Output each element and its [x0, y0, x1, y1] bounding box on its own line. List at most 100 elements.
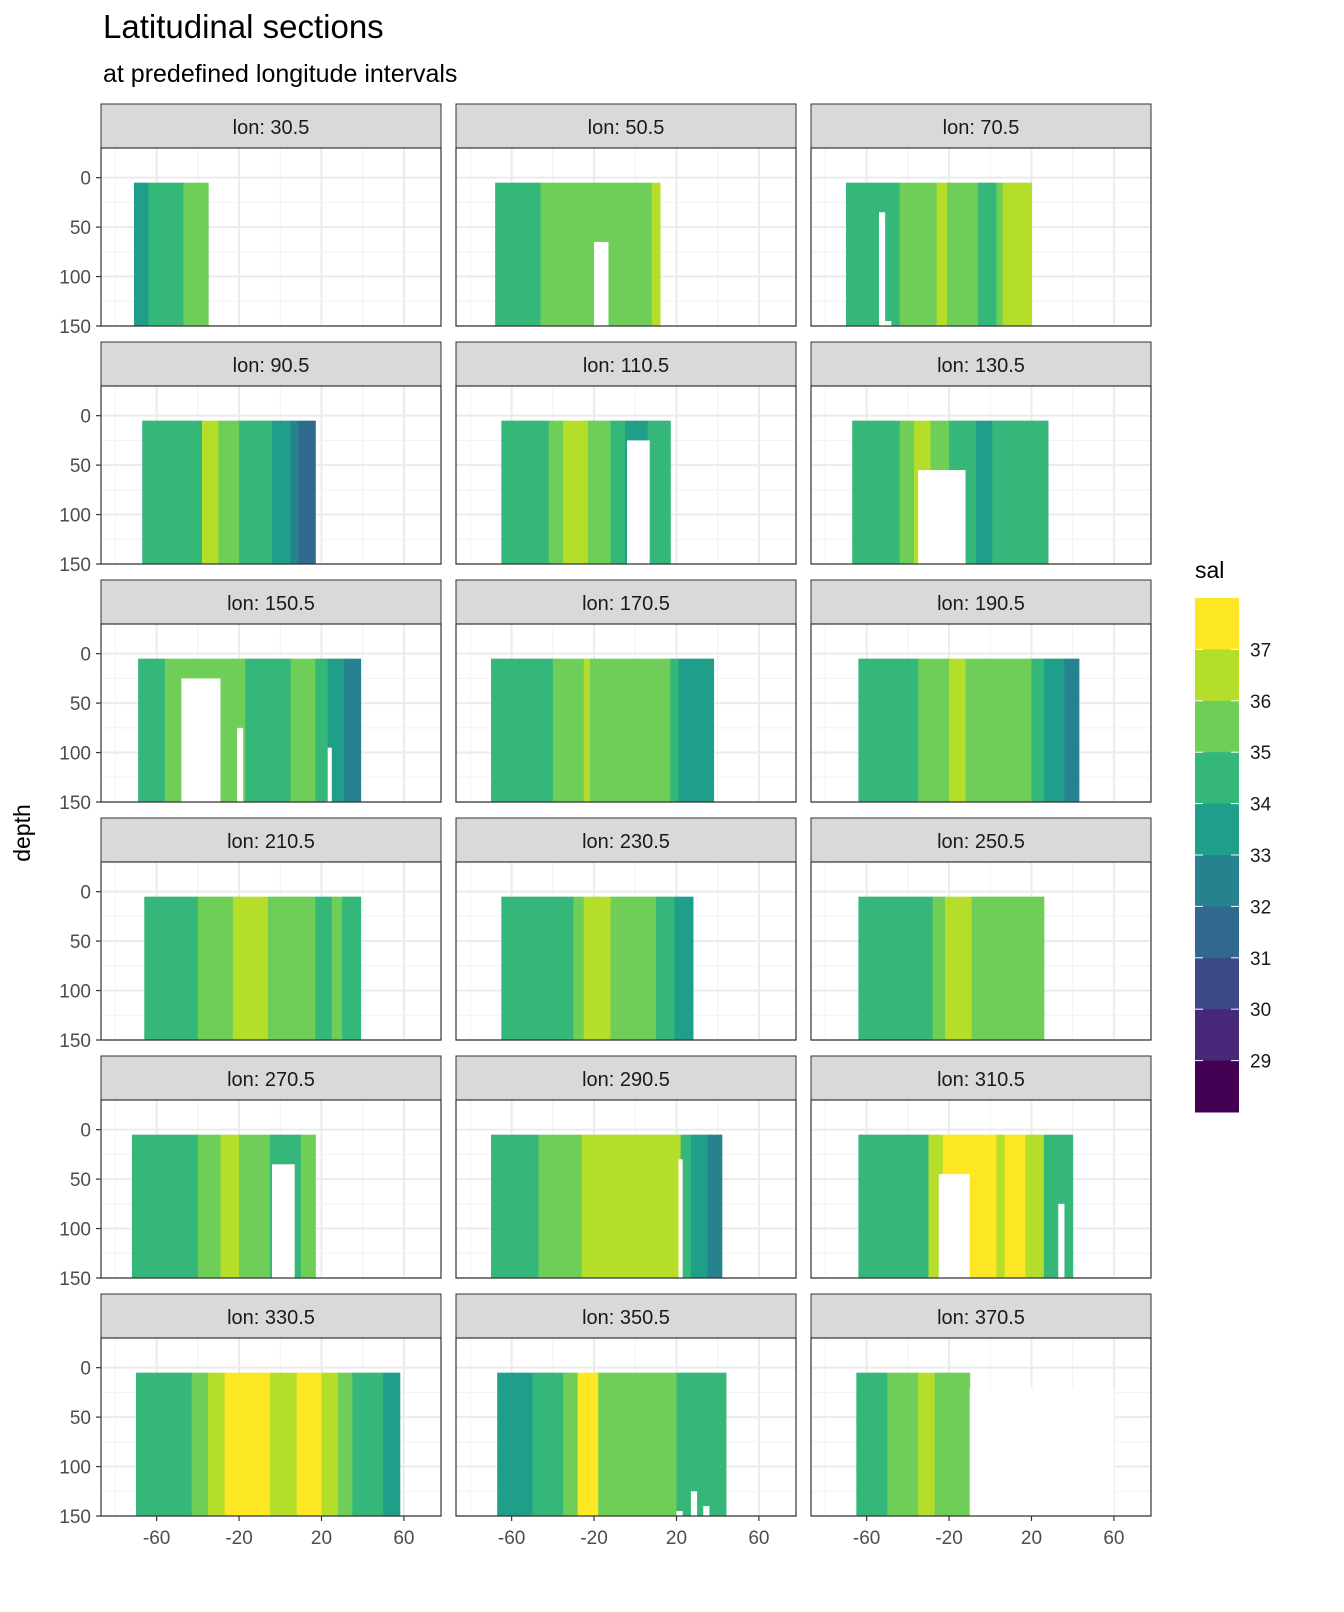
y-tick-label: 0: [80, 1121, 91, 1142]
legend-title: sal: [1195, 557, 1224, 583]
facet-label: lon: 290.5: [582, 1069, 670, 1091]
salinity-band: [337, 1372, 353, 1516]
facet-label: lon: 270.5: [227, 1069, 315, 1091]
salinity-band: [232, 896, 269, 1040]
x-tick-label: 60: [393, 1528, 414, 1549]
panel-lon-170.5: lon: 170.5: [455, 579, 797, 803]
x-tick-label: -20: [580, 1528, 607, 1549]
salinity-band: [148, 182, 184, 326]
panel-border: [810, 623, 1152, 803]
salinity-band: [548, 420, 564, 564]
salinity-band: [224, 1372, 271, 1516]
legend-label: 33: [1250, 846, 1271, 867]
panel-border: [810, 385, 1152, 565]
facet-label: lon: 350.5: [582, 1307, 670, 1329]
salinity-band: [191, 1372, 209, 1516]
panel-border: [455, 861, 797, 1041]
salinity-band: [497, 1372, 533, 1516]
panel-lon-90.5: lon: 90.5 0 50 100 150: [59, 341, 442, 576]
facet-strip: [100, 1055, 442, 1101]
data-gap: [594, 241, 609, 326]
facet-label: lon: 370.5: [937, 1307, 1025, 1329]
panel-lon-110.5: lon: 110.5: [455, 341, 797, 565]
panel-border: [810, 861, 1152, 1041]
facet-strip: [810, 1055, 1152, 1101]
salinity-band: [290, 420, 300, 564]
salinity-band: [538, 1134, 583, 1278]
salinity-band: [610, 896, 657, 1040]
salinity-band: [583, 658, 591, 802]
y-tick-label: 100: [59, 1458, 91, 1479]
salinity-band: [589, 658, 671, 802]
salinity-band: [918, 658, 950, 802]
legend-label: 34: [1250, 795, 1272, 816]
salinity-band: [690, 1134, 708, 1278]
salinity-band: [327, 658, 345, 802]
data-gap: [1058, 1203, 1065, 1278]
panel-lon-350.5: lon: 350.5 -60 -20 20 60: [455, 1293, 797, 1549]
facet-strip: [455, 1293, 797, 1339]
data-gap: [237, 727, 244, 802]
legend-label: 32: [1250, 897, 1271, 918]
salinity-band: [563, 1372, 579, 1516]
panel-border: [100, 623, 442, 803]
salinity-band: [1021, 896, 1045, 1040]
data-gap: [879, 212, 886, 326]
salinity-band: [944, 896, 973, 1040]
y-tick-label: 0: [80, 645, 91, 666]
chart-subtitle: at predefined longitude intervals: [103, 60, 458, 88]
salinity-band: [581, 1134, 682, 1278]
facet-label: lon: 170.5: [582, 593, 670, 615]
salinity-band: [315, 896, 333, 1040]
facet-label: lon: 250.5: [937, 831, 1025, 853]
panel-lon-310.5: lon: 310.5: [810, 1055, 1152, 1279]
salinity-band: [975, 420, 993, 564]
salinity-band: [680, 1134, 692, 1278]
y-tick-label: 0: [80, 1359, 91, 1380]
salinity-band: [133, 182, 149, 326]
salinity-band: [563, 420, 589, 564]
data-gap: [272, 1164, 295, 1278]
salinity-band: [674, 896, 694, 1040]
salinity-band: [138, 658, 166, 802]
facet-strip: [810, 1293, 1152, 1339]
panel-border: [455, 1099, 797, 1279]
x-tick-label: 20: [666, 1528, 687, 1549]
legend-label: 37: [1250, 640, 1271, 661]
salinity-band: [1004, 1134, 1026, 1278]
facet-label: lon: 30.5: [233, 117, 310, 139]
panel-lon-210.5: lon: 210.5 0 50 100 150: [59, 817, 442, 1052]
facet-strip: [455, 341, 797, 387]
facet-strip: [100, 817, 442, 863]
facet-label: lon: 210.5: [227, 831, 315, 853]
data-gap: [676, 1511, 683, 1516]
facet-strip: [810, 817, 1152, 863]
facet-strip: [100, 579, 442, 625]
facet-label: lon: 90.5: [233, 355, 310, 377]
data-gap: [703, 1506, 710, 1516]
legend-swatch: [1195, 700, 1239, 753]
data-gap: [885, 321, 892, 326]
salinity-band: [352, 1372, 384, 1516]
salinity-band: [144, 896, 199, 1040]
salinity-band: [918, 1372, 936, 1516]
panel-lon-270.5: lon: 270.5 0 50 100 150: [59, 1055, 442, 1290]
panel-lon-130.5: lon: 130.5: [810, 341, 1152, 565]
panel-lon-190.5: lon: 190.5: [810, 579, 1152, 803]
salinity-band: [610, 420, 626, 564]
legend-swatch: [1195, 649, 1239, 702]
y-tick-label: 150: [59, 317, 91, 338]
legend-swatch: [1195, 1009, 1239, 1062]
legend-swatch: [1195, 752, 1239, 805]
salinity-band: [936, 182, 948, 326]
legend-label: 29: [1250, 1052, 1271, 1073]
y-tick-label: 0: [80, 407, 91, 428]
panel-lon-30.5: lon: 30.5 0 50 100 150: [59, 103, 442, 338]
y-tick-label: 100: [59, 506, 91, 527]
salinity-band: [501, 896, 574, 1040]
salinity-band: [272, 420, 292, 564]
panels-group: lon: 30.5 0 50 100 150 lon: 50.5 lon: 70.5 lon:…: [59, 103, 1152, 1549]
salinity-band: [201, 420, 219, 564]
y-tick-label: 0: [80, 169, 91, 190]
